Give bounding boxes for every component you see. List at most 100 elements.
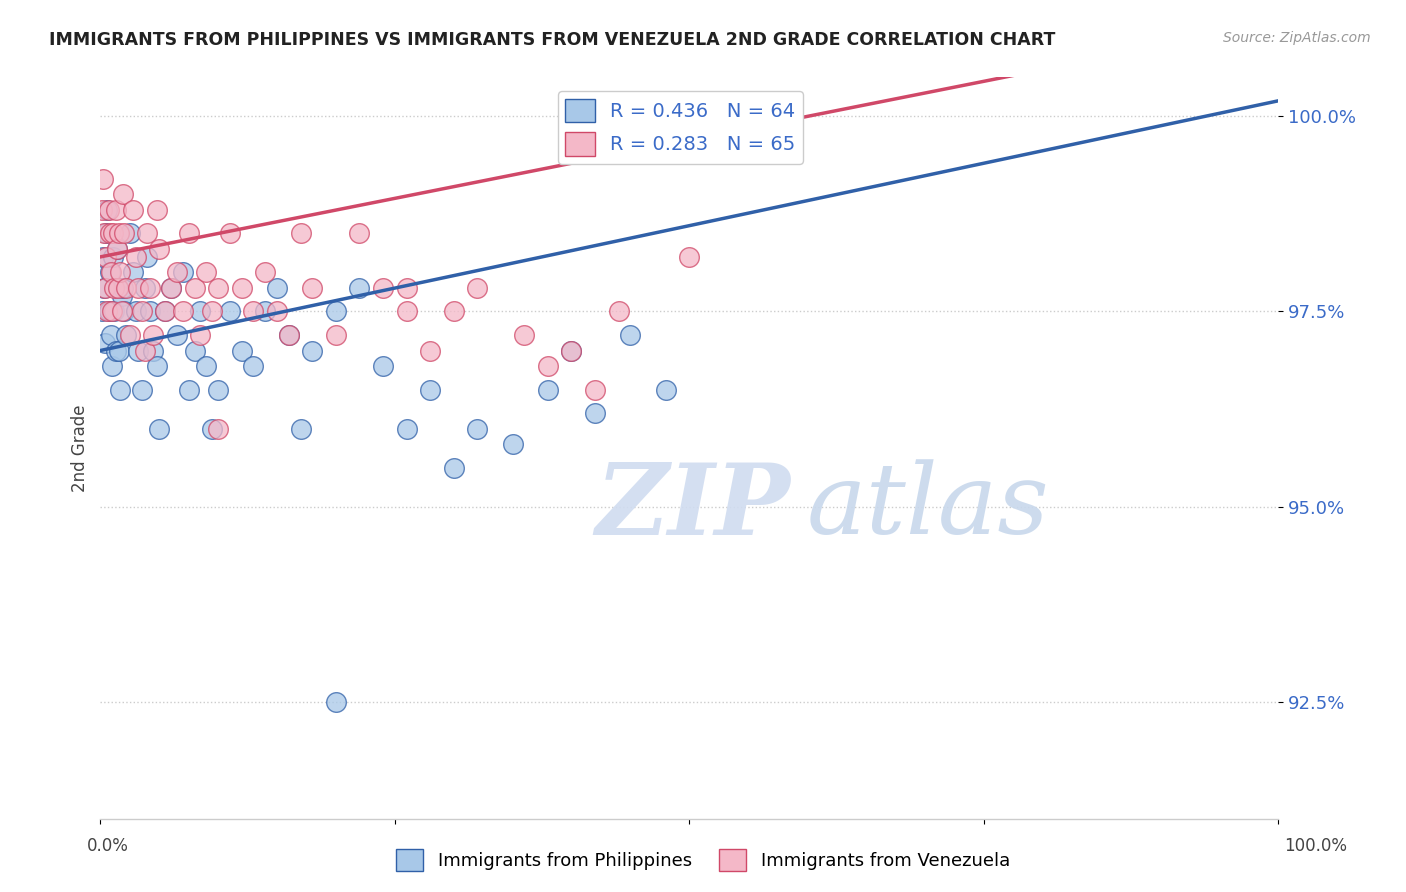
Point: [177, 383, 200, 397]
Point: [115, 281, 138, 295]
Point: [395, 304, 418, 318]
Point: [395, 421, 418, 435]
Point: [160, 281, 183, 295]
Point: [134, 281, 156, 295]
Point: [190, 327, 212, 342]
Point: [325, 304, 347, 318]
Point: [195, 359, 218, 373]
Point: [142, 327, 165, 342]
Point: [207, 281, 229, 295]
Point: [166, 265, 188, 279]
Point: [537, 359, 560, 373]
Point: [277, 327, 299, 342]
Point: [242, 304, 264, 318]
Point: [93, 281, 115, 295]
Point: [93, 227, 115, 241]
Point: [153, 304, 176, 318]
Point: [231, 281, 253, 295]
Text: 0.0%: 0.0%: [87, 837, 129, 855]
Point: [100, 265, 122, 279]
Point: [104, 203, 127, 218]
Point: [153, 304, 176, 318]
Point: [96, 304, 118, 318]
Point: [118, 327, 141, 342]
Point: [301, 281, 323, 295]
Point: [419, 383, 441, 397]
Point: [219, 304, 242, 318]
Point: [290, 227, 312, 241]
Point: [105, 242, 128, 256]
Point: [371, 281, 394, 295]
Point: [142, 343, 165, 358]
Point: [101, 359, 124, 373]
Point: [125, 304, 148, 318]
Point: [513, 327, 536, 342]
Point: [122, 265, 145, 279]
Point: [172, 265, 194, 279]
Point: [290, 421, 312, 435]
Point: [207, 383, 229, 397]
Point: [139, 281, 162, 295]
Point: [277, 327, 299, 342]
Point: [110, 383, 132, 397]
Point: [98, 227, 121, 241]
Point: [146, 203, 169, 218]
Point: [96, 250, 118, 264]
Point: [219, 227, 242, 241]
Point: [560, 343, 582, 358]
Point: [108, 343, 131, 358]
Text: atlas: atlas: [807, 459, 1050, 555]
Text: Source: ZipAtlas.com: Source: ZipAtlas.com: [1223, 31, 1371, 45]
Point: [107, 281, 129, 295]
Point: [139, 304, 162, 318]
Point: [465, 281, 488, 295]
Point: [111, 281, 134, 295]
Point: [172, 304, 194, 318]
Point: [112, 227, 135, 241]
Point: [90, 304, 112, 318]
Point: [90, 203, 112, 218]
Point: [160, 281, 183, 295]
Point: [443, 460, 465, 475]
Point: [98, 265, 121, 279]
Point: [619, 327, 641, 342]
Point: [97, 203, 120, 218]
Point: [94, 335, 117, 350]
Point: [443, 304, 465, 318]
Point: [118, 227, 141, 241]
Point: [607, 304, 630, 318]
Point: [537, 383, 560, 397]
Y-axis label: 2nd Grade: 2nd Grade: [72, 404, 89, 491]
Point: [465, 421, 488, 435]
Point: [678, 250, 700, 264]
Point: [127, 343, 149, 358]
Point: [101, 304, 124, 318]
Point: [103, 250, 125, 264]
Point: [136, 250, 159, 264]
Point: [195, 265, 218, 279]
Point: [112, 304, 135, 318]
Point: [103, 304, 125, 318]
Point: [110, 304, 132, 318]
Point: [654, 383, 676, 397]
Point: [146, 359, 169, 373]
Point: [231, 343, 253, 358]
Text: 100.0%: 100.0%: [1284, 837, 1347, 855]
Point: [131, 304, 153, 318]
Point: [104, 343, 127, 358]
Point: [148, 242, 170, 256]
Point: [111, 187, 134, 202]
Point: [183, 281, 205, 295]
Point: [125, 250, 148, 264]
Point: [583, 406, 606, 420]
Point: [166, 327, 188, 342]
Point: [201, 304, 224, 318]
Point: [266, 281, 288, 295]
Point: [254, 265, 277, 279]
Point: [560, 343, 582, 358]
Point: [122, 203, 145, 218]
Point: [207, 421, 229, 435]
Point: [148, 421, 170, 435]
Point: [395, 281, 418, 295]
Point: [110, 289, 132, 303]
